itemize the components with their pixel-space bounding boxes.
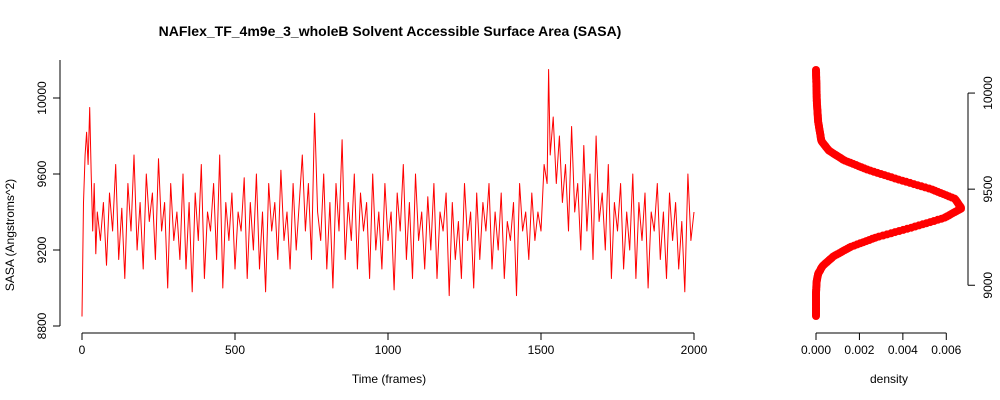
density-y-tick-label: 9000 [981, 272, 995, 299]
timeseries-y-tick-label: 9200 [35, 236, 49, 263]
density-y-axis: 9000 9500 10000 [967, 76, 995, 299]
timeseries-x-label: Time (frames) [352, 372, 426, 386]
timeseries-x-axis: 0 500 1000 1500 2000 [79, 332, 708, 357]
timeseries-y-tick-label: 10000 [35, 81, 49, 115]
density-plot: 9000 9500 10000 0.000 0.002 0.004 0.006 densi… [801, 66, 995, 386]
timeseries-x-tick-label: 1000 [375, 343, 402, 357]
timeseries-x-tick-label: 0 [79, 343, 86, 357]
density-y-tick-label: 9500 [981, 175, 995, 202]
density-x-label: density [870, 372, 908, 386]
density-series-points [812, 66, 965, 320]
density-y-tick-label: 10000 [981, 76, 995, 110]
timeseries-x-tick-label: 500 [225, 343, 245, 357]
density-point [812, 66, 820, 74]
sasa-series-line [81, 69, 695, 317]
timeseries-plot: 8800 9200 9600 10000 0 500 1000 1500 2000 Time … [3, 60, 708, 386]
timeseries-y-label: SASA (Angstroms^2) [3, 179, 17, 291]
timeseries-x-tick-label: 1500 [528, 343, 555, 357]
density-x-axis: 0.000 0.002 0.004 0.006 [801, 332, 962, 357]
density-x-tick-label: 0.006 [931, 343, 961, 357]
timeseries-y-axis: 8800 9200 9600 10000 [35, 60, 61, 339]
timeseries-y-tick-label: 8800 [35, 312, 49, 339]
chart-title: NAFlex_TF_4m9e_3_wholeB Solvent Accessib… [159, 23, 622, 39]
density-x-tick-label: 0.000 [801, 343, 831, 357]
density-x-tick-label: 0.004 [888, 343, 918, 357]
timeseries-x-tick-label: 2000 [681, 343, 708, 357]
density-x-tick-label: 0.002 [844, 343, 874, 357]
timeseries-y-tick-label: 9600 [35, 160, 49, 187]
